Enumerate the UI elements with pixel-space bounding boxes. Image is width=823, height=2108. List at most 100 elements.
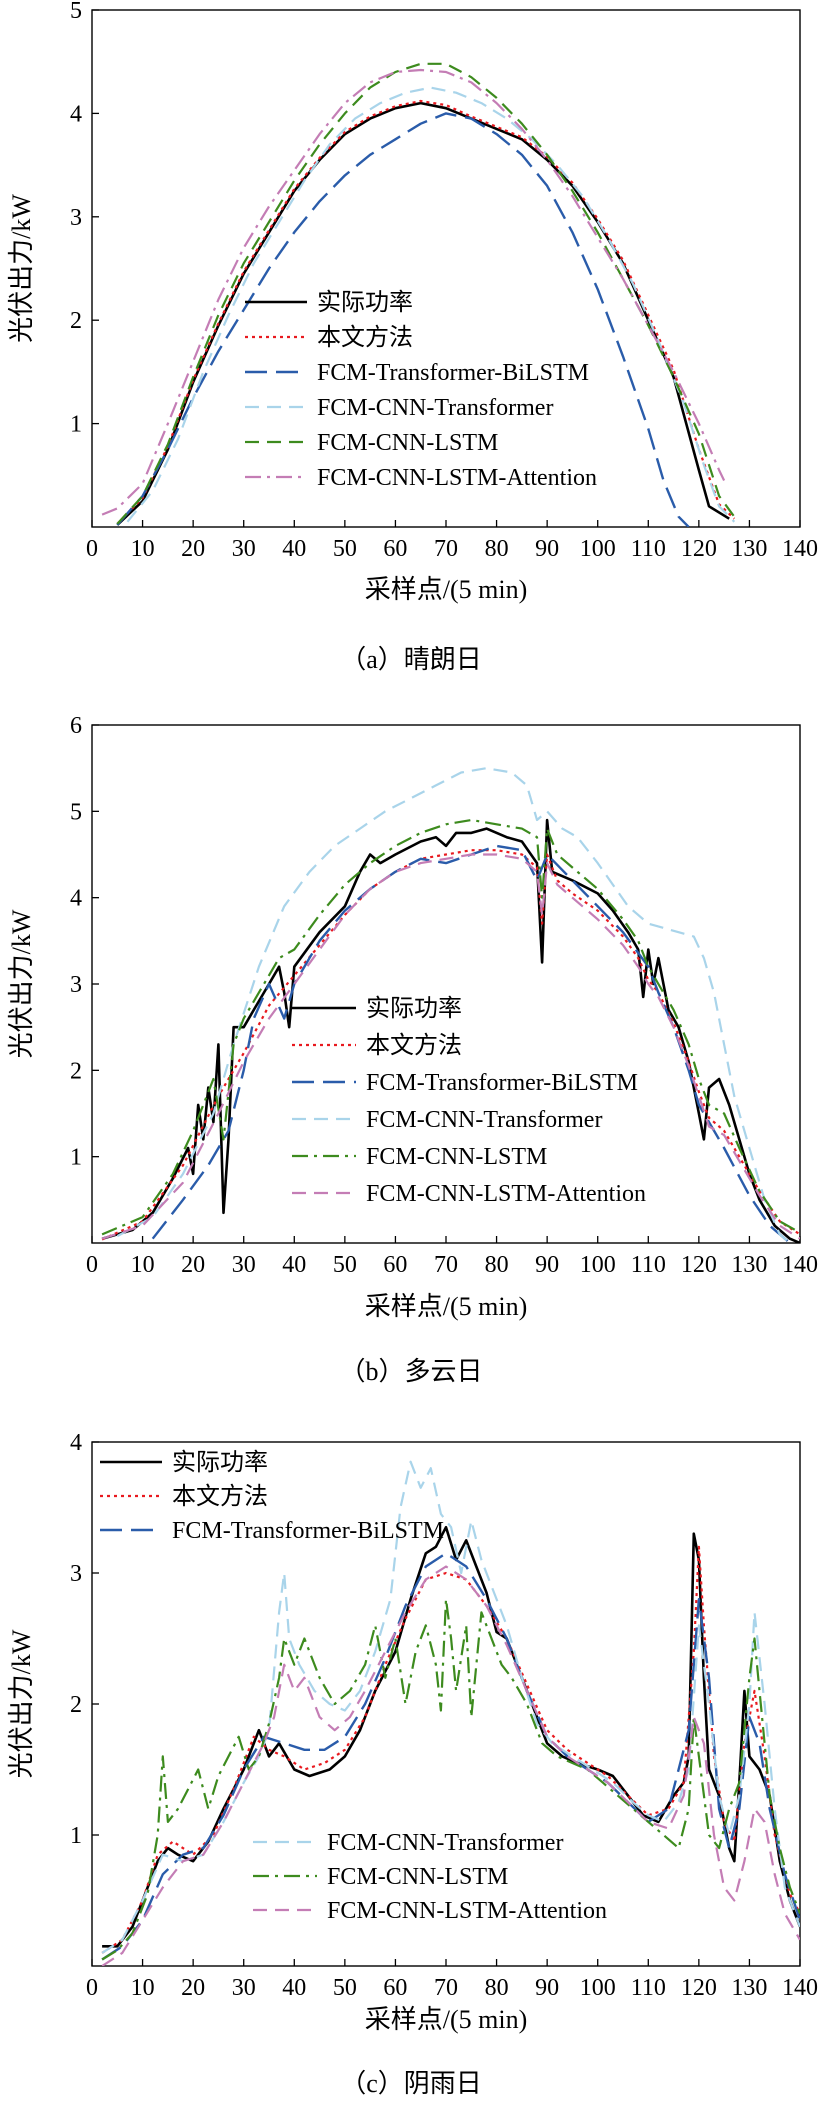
x-tick-label: 0 [86, 1975, 98, 2001]
legend-label-actual: 实际功率 [172, 1449, 268, 1476]
x-tick-label: 130 [731, 536, 767, 562]
x-tick-label: 120 [681, 1252, 717, 1278]
legend-label-proposed: 本文方法 [172, 1483, 268, 1510]
x-tick-label: 80 [485, 1252, 509, 1278]
x-tick-label: 90 [535, 536, 559, 562]
legend-label-cnn-transformer: FCM-CNN-Transformer [366, 1107, 602, 1133]
x-tick-label: 100 [580, 536, 616, 562]
x-tick-label: 40 [282, 536, 306, 562]
legend-label-transformer-bilstm: FCM-Transformer-BiLSTM [317, 360, 589, 386]
series-line-actual [101, 818, 800, 1243]
x-tick-label: 20 [181, 1252, 205, 1278]
series-line-transformer-bilstm [151, 844, 791, 1243]
legend-label-cnn-lstm-attention: FCM-CNN-LSTM-Attention [317, 465, 597, 491]
series-line-cnn-transformer [116, 767, 791, 1243]
x-tick-label: 40 [282, 1975, 306, 2001]
x-tick-label: 70 [434, 1975, 458, 2001]
series-line-cnn-lstm-attention [101, 1565, 800, 1966]
panel-b-cloudy-day-chart: 0 10 20 30 40 50 60 70 80 90 100 110 120 130 140 1 2 3 4 5 6… [7, 713, 818, 1386]
y-tick-label: 2 [70, 1058, 82, 1084]
y-tick-label: 3 [70, 972, 82, 998]
x-tick-label: 80 [485, 536, 509, 562]
x-tick-label: 50 [333, 1252, 357, 1278]
x-tick-label: 20 [181, 536, 205, 562]
legend-label-proposed: 本文方法 [366, 1032, 462, 1059]
series-line-cnn-lstm [116, 62, 736, 525]
x-tick-label: 30 [232, 1252, 256, 1278]
legend-label-cnn-lstm: FCM-CNN-LSTM [327, 1864, 508, 1890]
y-tick-label: 5 [70, 0, 82, 24]
x-tick-label: 10 [131, 536, 155, 562]
x-tick-label: 30 [232, 536, 256, 562]
legend-label-cnn-lstm: FCM-CNN-LSTM [366, 1144, 547, 1170]
x-axis-title: 采样点/(5 min) [365, 2005, 528, 2034]
y-tick-label: 3 [70, 1561, 82, 1587]
x-tick-label: 130 [731, 1252, 767, 1278]
legend-label-actual: 实际功率 [317, 289, 413, 316]
legend-label-cnn-transformer: FCM-CNN-Transformer [317, 395, 553, 421]
x-tick-label: 10 [131, 1252, 155, 1278]
x-tick-label: 110 [631, 536, 666, 562]
series-line-proposed [101, 849, 800, 1241]
x-tick-label: 90 [535, 1975, 559, 2001]
x-tick-label: 60 [383, 1975, 407, 2001]
y-tick-label: 2 [70, 1692, 82, 1718]
x-axis-title: 采样点/(5 min) [365, 1292, 528, 1321]
series-line-transformer-bilstm [116, 112, 690, 527]
legend-label-actual: 实际功率 [366, 995, 462, 1022]
x-tick-label: 0 [86, 1252, 98, 1278]
x-tick-label: 70 [434, 1252, 458, 1278]
series-line-cnn-lstm-attention [101, 68, 726, 516]
x-tick-label: 0 [86, 536, 98, 562]
x-tick-label: 100 [580, 1252, 616, 1278]
x-tick-label: 80 [485, 1975, 509, 2001]
x-tick-label: 10 [131, 1975, 155, 2001]
x-tick-label: 110 [631, 1975, 666, 2001]
x-tick-label: 90 [535, 1252, 559, 1278]
legend-label-cnn-lstm: FCM-CNN-LSTM [317, 430, 498, 456]
x-tick-label: 120 [681, 536, 717, 562]
panel-caption: （b）多云日 [339, 1357, 482, 1386]
legend-label-proposed: 本文方法 [317, 324, 413, 351]
x-tick-label: 110 [631, 1252, 666, 1278]
x-tick-label: 50 [333, 536, 357, 562]
legend-label-transformer-bilstm: FCM-Transformer-BiLSTM [366, 1070, 638, 1096]
y-tick-label: 6 [70, 713, 82, 739]
legend-label-cnn-transformer: FCM-CNN-Transformer [327, 1830, 563, 1856]
panel-a-clear-day-chart: 0 10 20 30 40 50 60 70 80 90 100 110 120 130 140 1 2 3 4 5 采… [7, 0, 818, 674]
series-line-cnn-lstm-attention [101, 853, 800, 1240]
series-line-transformer-bilstm [101, 1552, 800, 1961]
y-axis-title: 光伏出力/kW [7, 1629, 36, 1778]
y-axis-title: 光伏出力/kW [7, 909, 36, 1058]
series-line-proposed [116, 99, 736, 525]
series-line-cnn-lstm [101, 1598, 800, 1961]
x-tick-label: 140 [782, 1975, 818, 2001]
series-line-actual [116, 101, 730, 526]
y-tick-label: 4 [70, 1430, 82, 1456]
panel-caption: （a）晴朗日 [340, 645, 482, 674]
x-axis-title: 采样点/(5 min) [365, 575, 528, 604]
x-tick-label: 20 [181, 1975, 205, 2001]
y-tick-label: 1 [70, 412, 82, 438]
x-tick-label: 60 [383, 1252, 407, 1278]
x-tick-label: 140 [782, 1252, 818, 1278]
series-line-cnn-transformer [126, 86, 736, 523]
legend-label-cnn-lstm-attention: FCM-CNN-LSTM-Attention [366, 1181, 646, 1207]
x-tick-label: 100 [580, 1975, 616, 2001]
y-tick-label: 1 [70, 1145, 82, 1171]
y-tick-label: 5 [70, 799, 82, 825]
x-tick-label: 50 [333, 1975, 357, 2001]
x-tick-label: 130 [731, 1975, 767, 2001]
y-axis-title: 光伏出力/kW [7, 194, 36, 343]
y-tick-label: 4 [70, 101, 82, 127]
x-tick-label: 30 [232, 1975, 256, 2001]
y-tick-label: 2 [70, 308, 82, 334]
x-tick-label: 40 [282, 1252, 306, 1278]
x-tick-label: 140 [782, 536, 818, 562]
panel-c-rainy-day-chart: 0 10 20 30 40 50 60 70 80 90 100 110 120 130 140 1 2 3 4 采样… [7, 1430, 818, 2098]
series-line-cnn-lstm [101, 818, 800, 1236]
y-tick-label: 4 [70, 886, 82, 912]
y-tick-label: 3 [70, 205, 82, 231]
series-line-proposed [101, 1545, 800, 1954]
